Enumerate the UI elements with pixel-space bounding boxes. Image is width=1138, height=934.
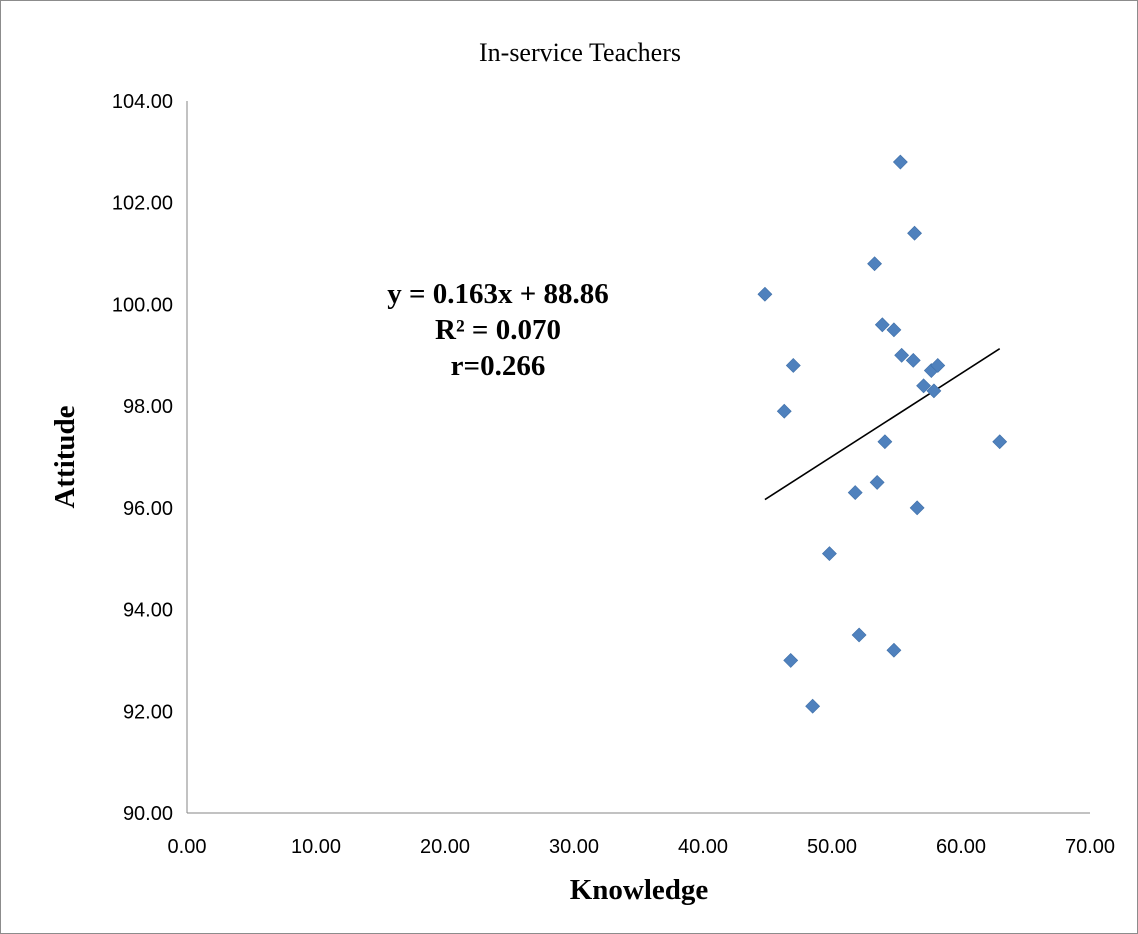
- scatter-point: [892, 154, 908, 170]
- x-tick-label: 20.00: [420, 836, 470, 858]
- regression-equation: y = 0.163x + 88.86: [387, 278, 609, 310]
- y-tick-label: 92.00: [123, 701, 173, 723]
- scatter-point: [867, 256, 882, 272]
- scatter-point: [805, 698, 821, 714]
- scatter-point: [916, 378, 932, 394]
- y-tick-label: 104.00: [112, 91, 173, 113]
- y-tick-label: 98.00: [123, 396, 173, 418]
- scatter-point: [930, 358, 946, 373]
- scatter-point: [783, 653, 799, 668]
- scatter-point: [869, 475, 885, 490]
- scatter-point: [905, 352, 921, 368]
- scatter-point: [894, 347, 910, 363]
- y-tick-label: 94.00: [123, 600, 173, 622]
- regression-annotation: y = 0.163x + 88.86 R² = 0.070 r=0.266: [387, 278, 609, 382]
- scatter-point: [757, 286, 773, 302]
- x-tick-label: 70.00: [1065, 836, 1115, 858]
- scatter-point: [874, 317, 890, 333]
- x-tick-label: 60.00: [936, 836, 986, 858]
- r-correlation-label: r=0.266: [451, 350, 546, 382]
- scatter-point: [776, 403, 792, 419]
- scatter-point: [909, 500, 925, 516]
- y-tick-label: 100.00: [112, 294, 173, 316]
- x-tick-label: 0.00: [168, 836, 207, 858]
- scatter-point: [886, 322, 902, 338]
- scatter-point: [847, 485, 863, 501]
- scatter-point: [821, 546, 837, 562]
- scatter-point: [926, 383, 942, 399]
- scatter-point: [785, 358, 801, 373]
- y-tick-label: 96.00: [123, 498, 173, 520]
- chart-title: In-service Teachers: [479, 38, 681, 67]
- scatter-point: [907, 225, 922, 241]
- x-axis-label: Knowledge: [570, 874, 709, 906]
- scatter-point: [851, 627, 867, 643]
- x-tick-label: 30.00: [549, 836, 599, 858]
- x-tick-label: 40.00: [678, 836, 728, 858]
- y-tick-label: 102.00: [112, 193, 173, 215]
- r-squared-label: R² = 0.070: [435, 314, 561, 346]
- y-tick-labels: 90.00 92.00 94.00 96.00 98.00 100.00 102.00 104…: [112, 91, 173, 825]
- y-axis-label: Attitude: [49, 405, 81, 508]
- scatter-point: [992, 434, 1008, 450]
- x-tick-label: 10.00: [291, 836, 341, 858]
- scatter-points: [757, 154, 1008, 714]
- y-tick-label: 90.00: [123, 803, 173, 825]
- x-tick-labels: 0.00 10.00 20.00 30.00 40.00 50.00 60.00 70.00: [168, 836, 1116, 858]
- scatter-point: [877, 434, 893, 450]
- scatter-point: [886, 642, 902, 658]
- trendline: [764, 348, 1001, 501]
- x-tick-label: 50.00: [807, 836, 857, 858]
